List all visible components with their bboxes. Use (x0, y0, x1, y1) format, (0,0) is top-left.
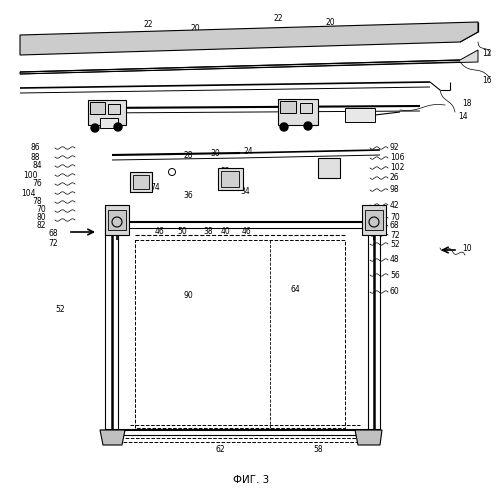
Text: 16: 16 (482, 75, 492, 84)
Text: 22: 22 (273, 13, 283, 22)
Text: 56: 56 (390, 270, 400, 279)
Bar (133, 175, 149, 189)
Text: 58: 58 (313, 446, 323, 455)
Bar (345, 108, 375, 122)
Bar (135, 240, 345, 428)
Bar (90, 102, 105, 114)
Text: 72: 72 (390, 231, 399, 240)
Bar (365, 210, 383, 230)
Text: 52: 52 (390, 240, 399, 249)
Text: 88: 88 (31, 153, 40, 162)
Bar (130, 172, 152, 192)
Text: 20: 20 (325, 17, 335, 26)
Text: 28: 28 (183, 151, 193, 160)
Text: 26: 26 (390, 174, 399, 183)
Text: 70: 70 (390, 214, 400, 223)
Text: ФИГ. 3: ФИГ. 3 (233, 475, 269, 485)
Text: 14: 14 (458, 111, 468, 120)
Text: 20: 20 (190, 23, 200, 32)
Text: 30: 30 (210, 149, 220, 158)
Bar (221, 171, 239, 187)
Bar (218, 168, 243, 190)
Polygon shape (100, 430, 125, 445)
Bar (88, 100, 126, 125)
Text: 106: 106 (390, 154, 404, 163)
Text: 42: 42 (390, 201, 399, 210)
Bar (100, 118, 118, 128)
Circle shape (91, 124, 99, 132)
Bar (300, 103, 312, 113)
Text: 34: 34 (240, 188, 250, 197)
Text: 76: 76 (32, 180, 42, 189)
Circle shape (304, 122, 312, 130)
Text: 82: 82 (37, 222, 46, 231)
Text: 24: 24 (243, 147, 253, 156)
Text: 70: 70 (36, 206, 46, 215)
Text: 68: 68 (48, 230, 58, 239)
Text: 104: 104 (22, 189, 36, 198)
Text: 84: 84 (32, 162, 42, 171)
Text: 46: 46 (155, 228, 165, 237)
Circle shape (280, 123, 288, 131)
Bar (105, 205, 129, 235)
Text: 100: 100 (24, 171, 38, 180)
Text: 62: 62 (215, 446, 225, 455)
Text: 80: 80 (36, 214, 46, 223)
Circle shape (114, 123, 122, 131)
Text: 18: 18 (462, 98, 471, 107)
Text: 40: 40 (221, 227, 231, 236)
Text: 50: 50 (177, 228, 187, 237)
Text: 48: 48 (390, 255, 399, 264)
Text: 92: 92 (390, 144, 399, 153)
Bar (318, 158, 340, 178)
Bar (278, 99, 318, 125)
Polygon shape (20, 22, 478, 55)
Text: 98: 98 (390, 186, 399, 195)
Text: 10: 10 (462, 244, 472, 252)
Text: 64: 64 (290, 285, 300, 294)
Polygon shape (20, 50, 478, 74)
Text: 32: 32 (220, 168, 230, 177)
Text: 68: 68 (390, 222, 399, 231)
Text: 52: 52 (55, 305, 65, 314)
Text: 78: 78 (32, 198, 42, 207)
Text: 46: 46 (242, 228, 252, 237)
Text: 90: 90 (183, 290, 193, 299)
Text: 102: 102 (390, 164, 404, 173)
Bar (280, 101, 296, 113)
Text: 38: 38 (203, 227, 213, 236)
Polygon shape (355, 430, 382, 445)
Text: 12: 12 (482, 48, 492, 57)
Text: 60: 60 (390, 287, 400, 296)
Bar (362, 205, 386, 235)
Bar (108, 210, 126, 230)
Text: 36: 36 (183, 192, 193, 201)
Text: 86: 86 (30, 144, 40, 153)
Text: 74: 74 (150, 184, 160, 193)
Bar (108, 104, 120, 114)
Text: 22: 22 (143, 19, 153, 28)
Text: 72: 72 (48, 239, 58, 248)
